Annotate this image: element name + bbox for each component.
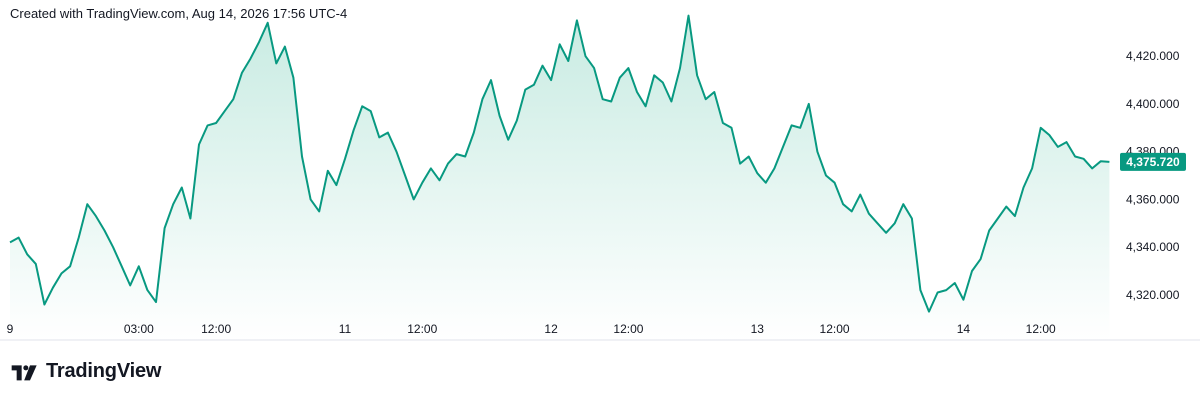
x-tick-label: 9 bbox=[7, 322, 14, 336]
x-tick-label: 11 bbox=[339, 322, 352, 336]
x-tick-label: 12:00 bbox=[613, 322, 643, 336]
x-tick-label: 12:00 bbox=[407, 322, 437, 336]
x-tick-label: 14 bbox=[957, 322, 971, 336]
tradingview-wordmark: TradingView bbox=[46, 360, 162, 382]
tradingview-brand[interactable]: TradingView bbox=[10, 360, 161, 383]
x-tick-label: 12:00 bbox=[820, 322, 850, 336]
x-tick-label: 13 bbox=[751, 322, 765, 336]
y-tick-label: 4,320.000 bbox=[1126, 288, 1180, 302]
x-tick-label: 03:00 bbox=[124, 322, 154, 336]
x-tick-label: 12 bbox=[544, 322, 558, 336]
x-tick-label: 12:00 bbox=[201, 322, 231, 336]
last-price-badge bbox=[1120, 152, 1186, 171]
x-tick-label: 12:00 bbox=[1026, 322, 1056, 336]
price-line bbox=[9, 14, 1110, 313]
y-tick-label: 4,420.000 bbox=[1126, 49, 1180, 63]
created-with-caption: Created with TradingView.com, Aug 14, 20… bbox=[10, 6, 348, 21]
tradingview-logo-icon bbox=[11, 364, 37, 380]
y-tick-label: 4,360.000 bbox=[1126, 192, 1180, 206]
last-price-label: 4,375.720 bbox=[1126, 155, 1180, 169]
area-fill bbox=[10, 15, 1110, 340]
y-tick-label: 4,400.000 bbox=[1126, 97, 1180, 111]
y-tick-label: 4,340.000 bbox=[1126, 240, 1180, 254]
